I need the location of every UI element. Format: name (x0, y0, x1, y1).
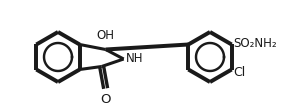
Text: Cl: Cl (234, 66, 246, 79)
Text: O: O (100, 92, 111, 105)
Text: SO₂NH₂: SO₂NH₂ (234, 37, 277, 50)
Text: NH: NH (126, 52, 143, 64)
Text: OH: OH (97, 29, 115, 42)
